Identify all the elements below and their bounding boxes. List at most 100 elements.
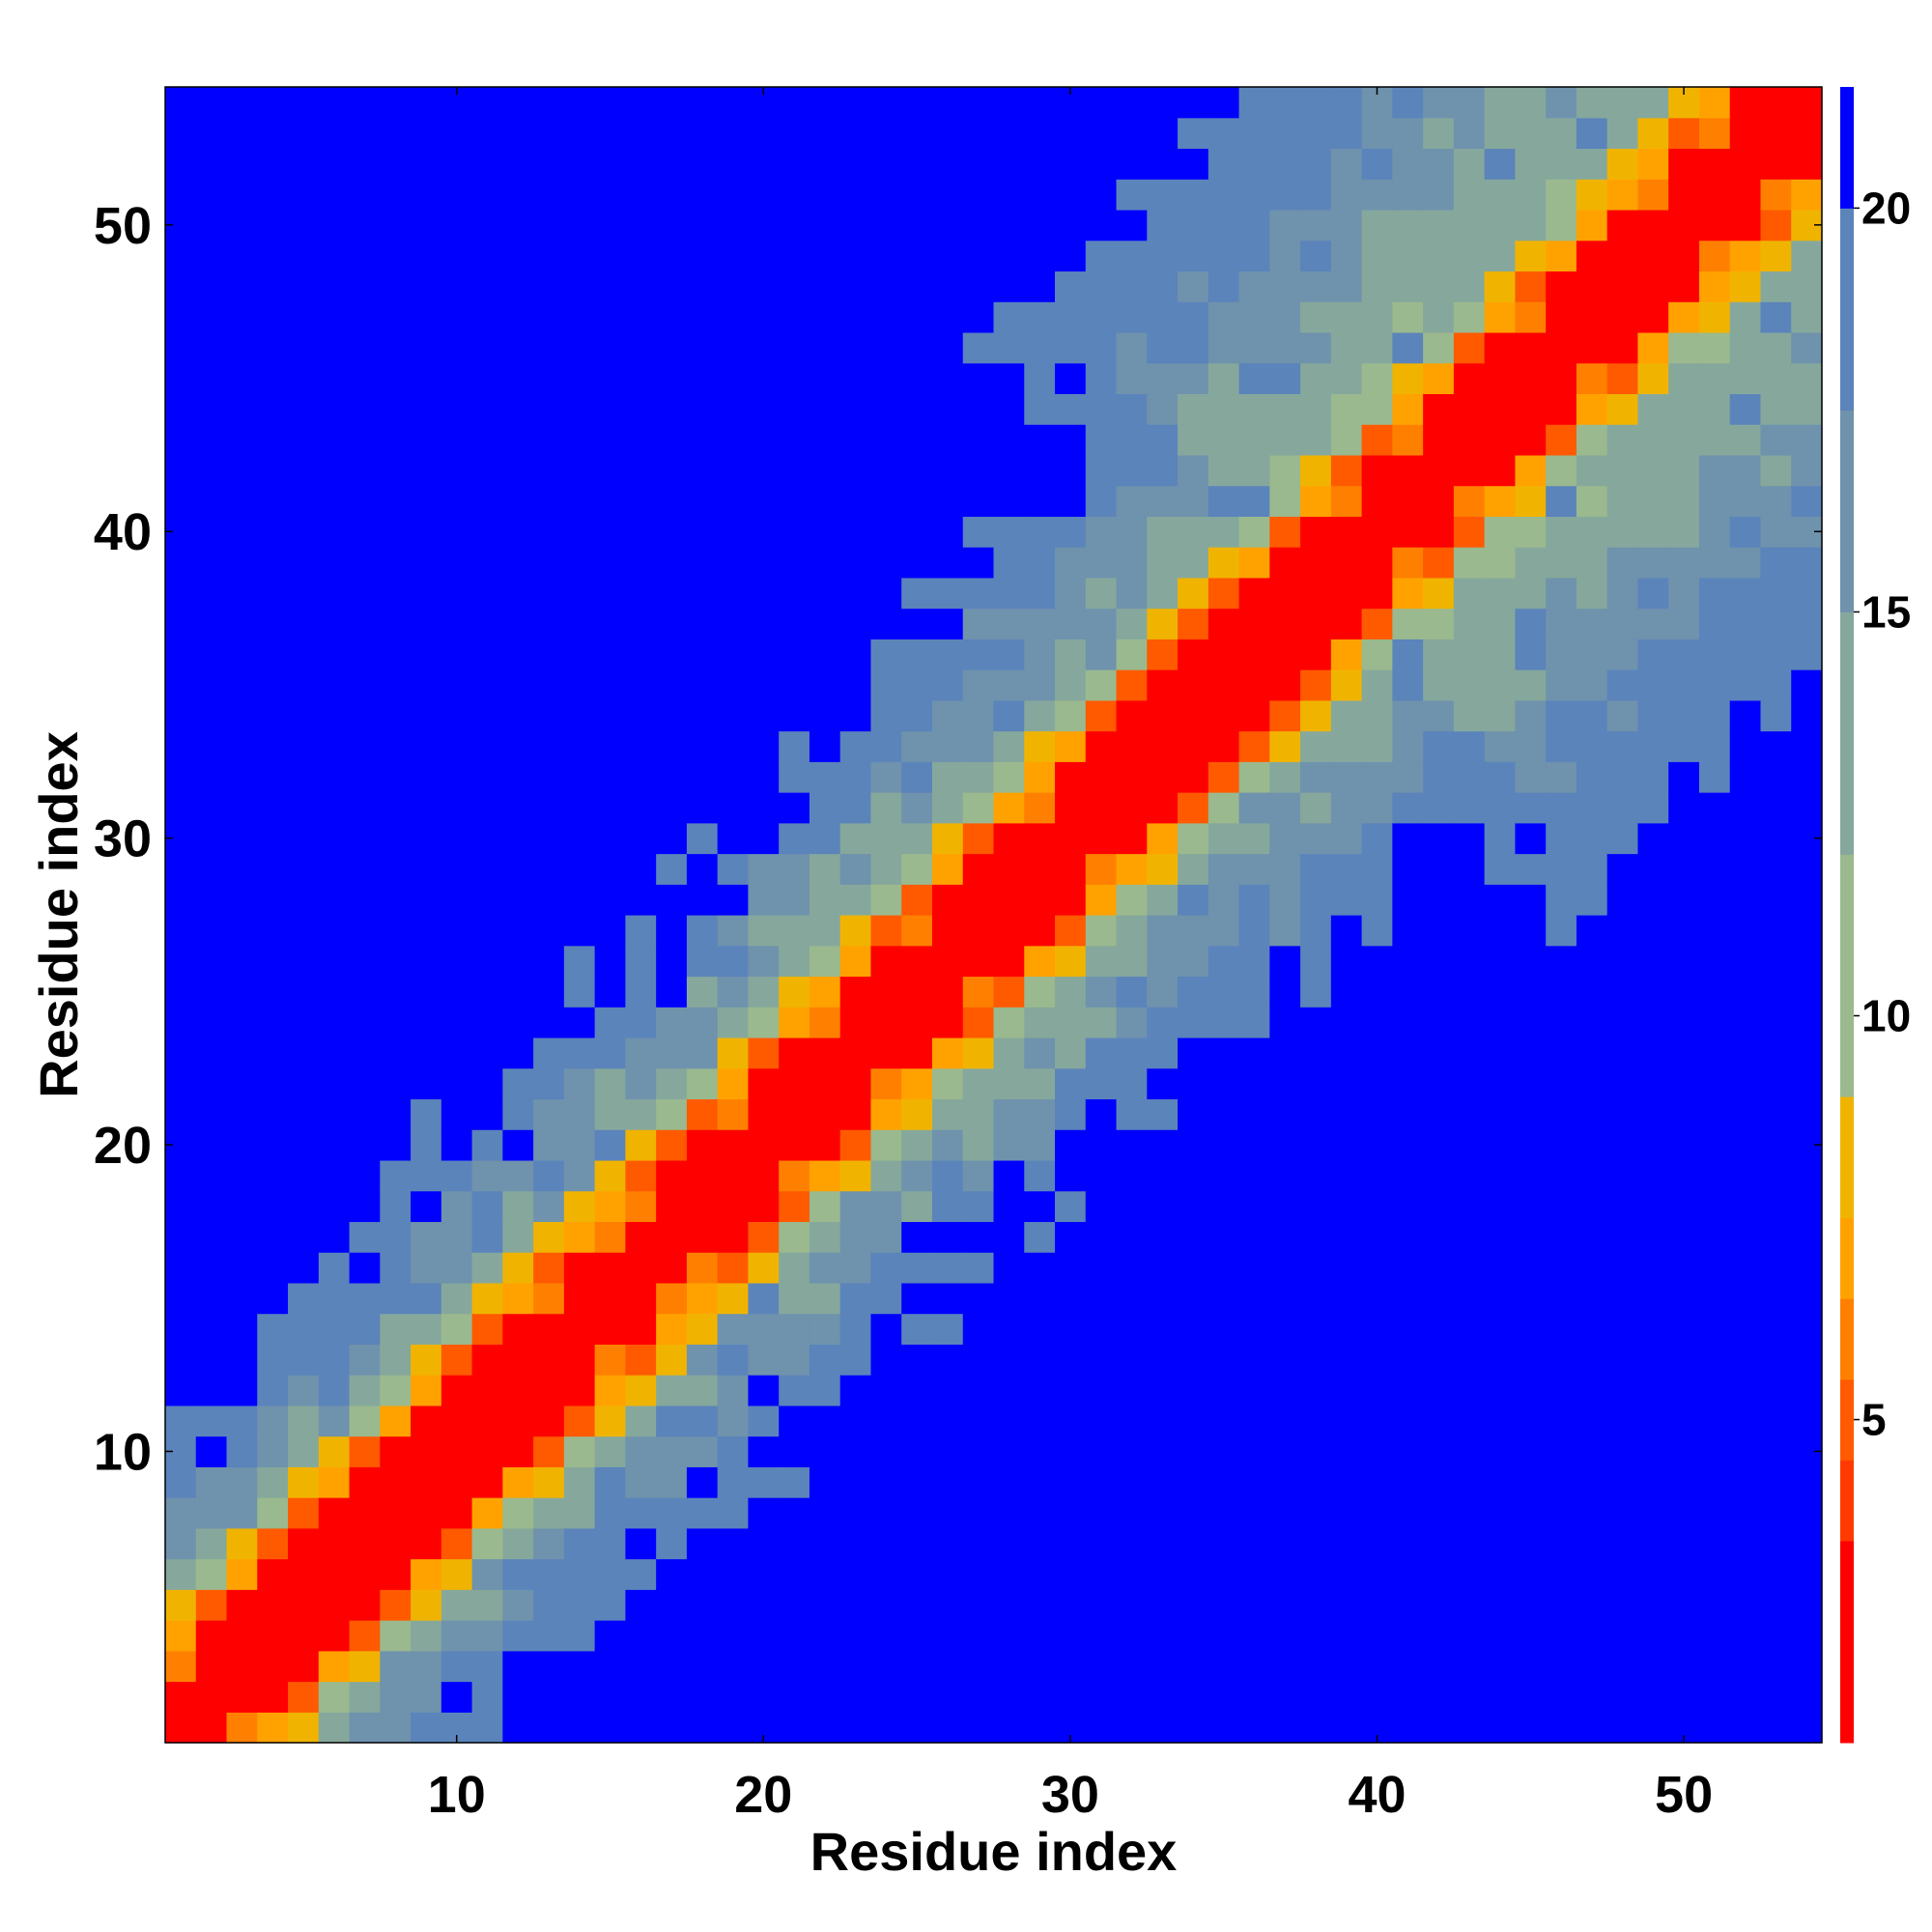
heatmap-cell [931,608,964,639]
heatmap-cell [1760,117,1792,150]
heatmap-cell [1668,884,1700,916]
heatmap-cell [1147,1067,1179,1100]
heatmap-cell [165,976,197,1008]
heatmap-cell [1423,1620,1455,1652]
heatmap-cell [779,516,810,548]
heatmap-cell [195,87,228,119]
heatmap-cell [717,148,750,180]
heatmap-cell [1269,1252,1301,1284]
heatmap-cell [1637,1620,1669,1652]
heatmap-cell [901,1190,933,1223]
heatmap-cell [1484,1252,1517,1284]
heatmap-cell [1392,1650,1424,1683]
heatmap-cell [471,270,503,302]
heatmap-cell [839,485,872,517]
heatmap-cell [1760,485,1792,517]
heatmap-cell [1515,454,1547,487]
heatmap-cell [411,577,442,610]
heatmap-cell [839,1650,872,1683]
heatmap-cell [471,884,503,916]
heatmap-cell [349,1405,381,1437]
heatmap-cell [1238,362,1270,395]
heatmap-cell [1238,209,1270,242]
heatmap-cell [1392,1620,1424,1652]
heatmap-cell [533,1282,565,1315]
heatmap-cell [901,608,933,639]
heatmap-cell [1453,915,1486,947]
heatmap-cell [563,1067,596,1100]
heatmap-cell [962,577,995,610]
heatmap-cell [563,1435,596,1467]
heatmap-cell [1484,516,1517,548]
heatmap-cell [1055,148,1087,180]
heatmap-cell [625,1098,657,1130]
heatmap-cell [839,1466,872,1498]
heatmap-cell [1484,1527,1517,1560]
heatmap-cell [1515,1344,1547,1376]
heatmap-cell [502,699,534,732]
heatmap-cell [993,699,1025,732]
heatmap-cell [226,1620,258,1652]
heatmap-cell [440,976,473,1008]
heatmap-cell [1484,240,1517,272]
heatmap-cell [1116,1589,1148,1621]
heatmap-cell [1330,454,1363,487]
heatmap-cell [563,945,596,978]
heatmap-cell [288,761,320,793]
heatmap-cell [1515,1067,1547,1100]
heatmap-cell [1668,393,1700,425]
heatmap-cell [901,822,933,855]
heatmap-cell [1269,148,1301,180]
heatmap-cell [1791,1620,1823,1652]
heatmap-cell [1208,1712,1240,1744]
heatmap-cell [288,884,320,916]
heatmap-cell [1392,1037,1424,1069]
heatmap-cell [563,1007,596,1038]
heatmap-cell [779,945,810,978]
heatmap-cell [686,454,719,487]
heatmap-cell [901,270,933,302]
heatmap-cell [1423,1527,1455,1560]
heatmap-cell [748,454,780,487]
heatmap-cell [656,331,688,364]
heatmap-cell [1729,1681,1762,1713]
heatmap-cell [380,209,412,242]
heatmap-cell [1576,485,1608,517]
heatmap-cell [1330,915,1363,947]
heatmap-cell [1178,331,1209,364]
heatmap-cell [1791,1159,1823,1192]
heatmap-cell [318,884,351,916]
heatmap-cell [1729,209,1762,242]
heatmap-cell [1515,1190,1547,1223]
heatmap-cell [594,301,626,333]
heatmap-cell [1668,547,1700,579]
heatmap-cell [533,1405,565,1437]
heatmap-cell [625,148,657,180]
heatmap-cell [1116,1190,1148,1223]
heatmap-cell [1484,301,1517,333]
heatmap-cell [1392,87,1424,119]
heatmap-cell [226,822,258,855]
heatmap-cell [748,1282,780,1315]
heatmap-cell [1791,761,1823,793]
heatmap-cell [809,240,841,272]
heatmap-cell [1300,577,1332,610]
heatmap-cell [1238,1405,1270,1437]
heatmap-cell [1546,577,1577,610]
heatmap-cell [931,945,964,978]
heatmap-cell [1515,1282,1547,1315]
heatmap-cell [195,669,228,701]
heatmap-cell [686,822,719,855]
heatmap-cell [533,669,565,701]
heatmap-cell [533,577,565,610]
heatmap-cell [1330,1620,1363,1652]
heatmap-cell [594,1190,626,1223]
heatmap-cell [809,301,841,333]
heatmap-cell [1024,1435,1056,1467]
heatmap-cell [1208,362,1240,395]
heatmap-cell [962,884,995,916]
heatmap-cell [165,608,197,639]
heatmap-cell [1760,87,1792,119]
heatmap-cell [1300,1282,1332,1315]
heatmap-cell [809,1282,841,1315]
